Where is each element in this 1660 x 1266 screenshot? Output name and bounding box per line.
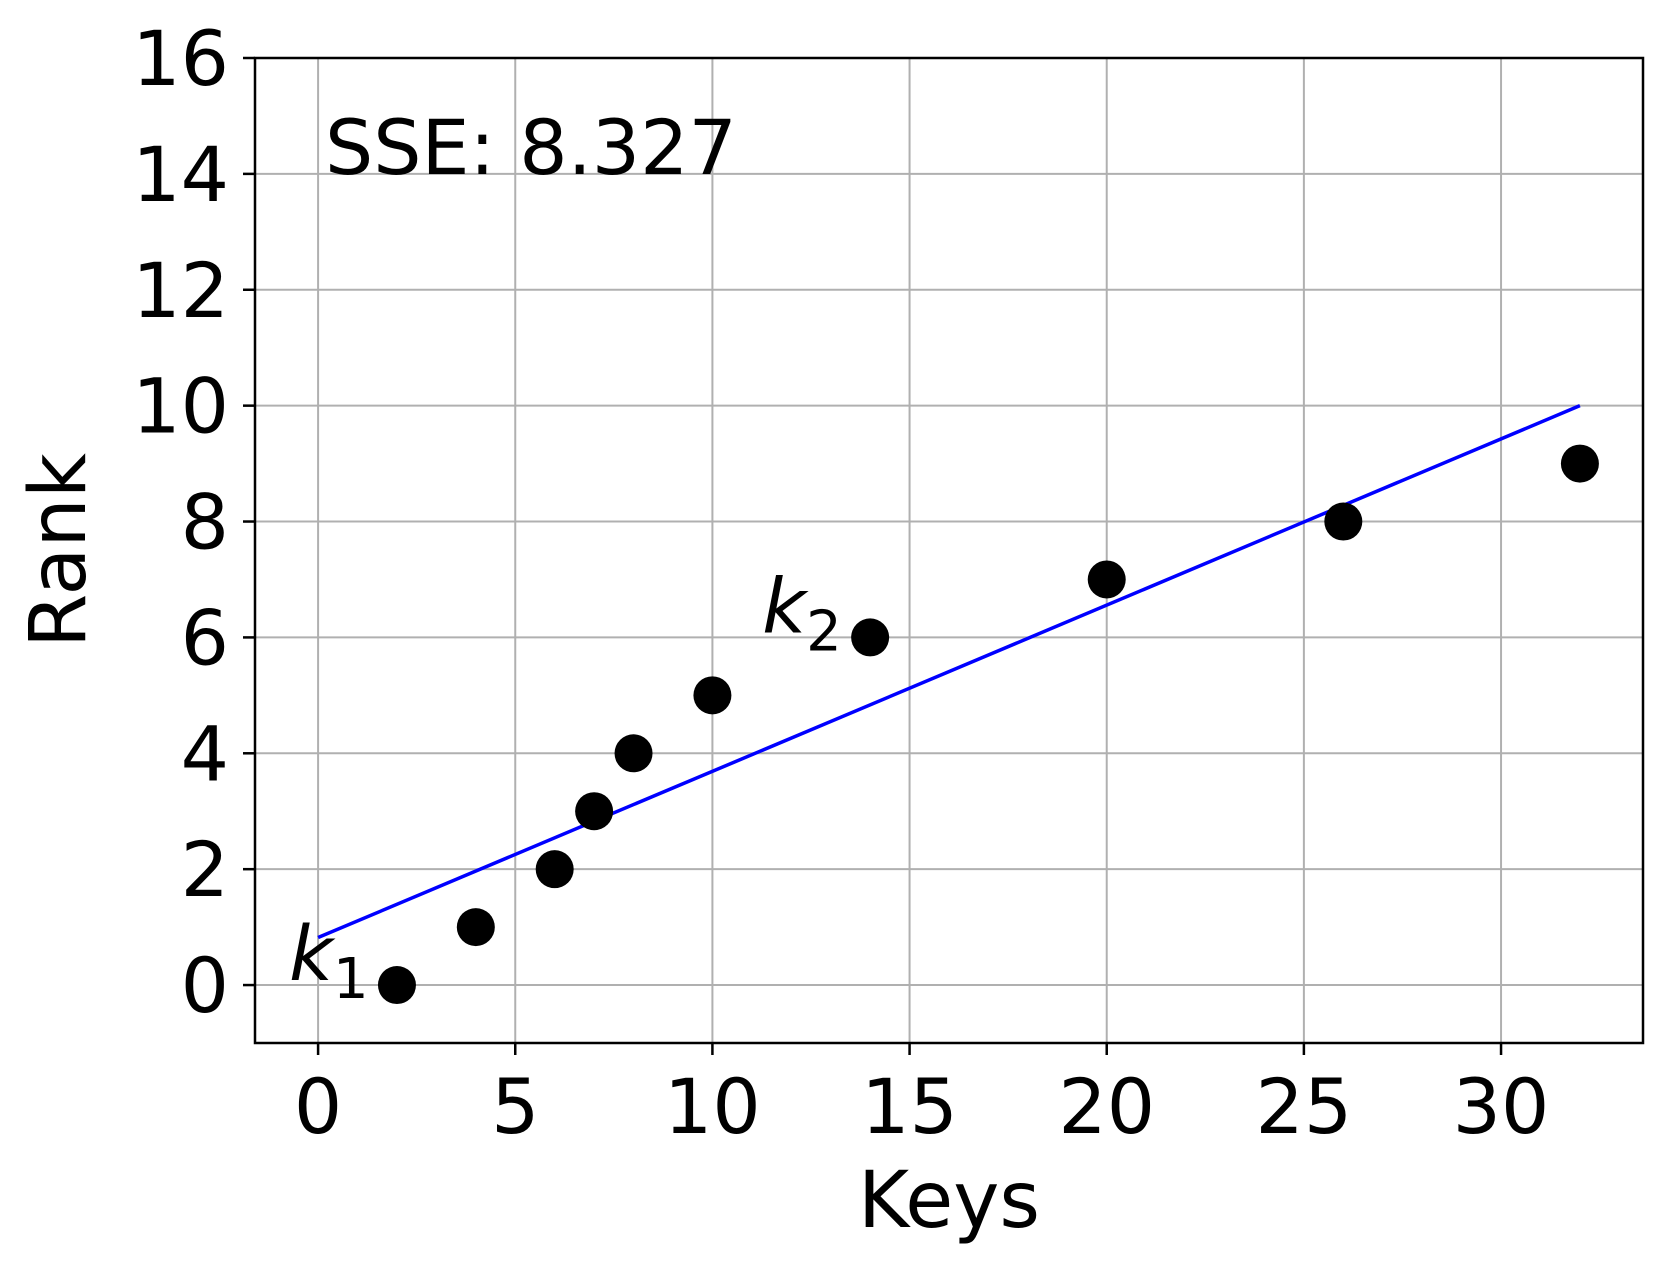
data-points: [377, 444, 1599, 1005]
fit-line: [317, 404, 1581, 940]
x-axis-label: Keys: [858, 1156, 1040, 1246]
data-point: [851, 618, 890, 657]
data-point: [693, 676, 732, 715]
y-tick-label: 0: [181, 941, 229, 1030]
y-tick-label: 4: [181, 709, 229, 798]
y-tick-label: 16: [132, 14, 229, 103]
y-tick-label: 2: [181, 825, 229, 914]
y-tick-label: 12: [132, 246, 229, 335]
axis-ticks: [243, 56, 1503, 1055]
data-point: [456, 908, 495, 947]
plot-frame: [253, 56, 1645, 1045]
x-tick-label: 25: [1256, 1062, 1353, 1151]
data-point: [1087, 560, 1126, 599]
y-axis-label: Rank: [14, 453, 104, 648]
sse-annotation: SSE: 8.327: [325, 103, 737, 192]
data-point: [377, 966, 416, 1005]
data-point: [535, 850, 574, 889]
point-label-k2-sub: 2: [806, 599, 842, 664]
y-tick-label: 6: [181, 593, 229, 682]
x-tick-label: 20: [1058, 1062, 1155, 1151]
y-tick-label: 14: [132, 130, 229, 219]
x-tick-label: 30: [1453, 1062, 1550, 1151]
data-point: [575, 792, 614, 831]
data-point: [614, 734, 653, 773]
point-label-k1: k1: [289, 909, 369, 1012]
fit-line-layer: [317, 404, 1581, 940]
y-tick-label: 10: [132, 362, 229, 451]
grid-lines: [255, 57, 1643, 1043]
point-label-k2: k2: [762, 561, 842, 664]
point-label-k1-sub: 1: [333, 947, 369, 1012]
point-label-k2-base: k: [762, 561, 809, 650]
x-tick-label: 15: [861, 1062, 958, 1151]
x-tick-label: 0: [294, 1062, 342, 1151]
y-tick-label: 8: [181, 478, 229, 567]
point-label-k1-base: k: [289, 909, 336, 998]
x-tick-label: 5: [491, 1062, 539, 1151]
x-tick-label: 10: [664, 1062, 761, 1151]
data-point: [1560, 444, 1599, 483]
data-point: [1324, 502, 1363, 541]
